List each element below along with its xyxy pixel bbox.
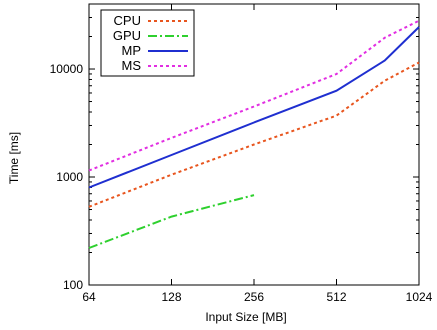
legend-label-cpu: CPU — [114, 13, 141, 28]
series-lines — [88, 19, 420, 249]
x-axis-label: Input Size [MB] — [205, 310, 286, 324]
x-tick-label: 1024 — [406, 290, 433, 304]
series-line-ms — [88, 19, 420, 172]
legend-label-mp: MP — [122, 43, 142, 58]
x-tick-label: 64 — [82, 290, 96, 304]
y-axis: 100 1000 10000 — [50, 3, 419, 292]
x-tick-label: 256 — [244, 290, 264, 304]
y-tick-label: 1000 — [56, 170, 83, 184]
x-axis: 64 128 256 512 1024 — [82, 4, 433, 304]
series-line-gpu — [88, 194, 255, 249]
legend-label-ms: MS — [122, 58, 142, 73]
x-tick-label: 512 — [326, 290, 346, 304]
legend-label-gpu: GPU — [113, 28, 141, 43]
series-line-mp — [88, 26, 420, 189]
series-line-cpu — [88, 61, 420, 208]
y-tick-label: 100 — [63, 278, 83, 292]
y-tick-label: 10000 — [50, 62, 84, 76]
x-tick-label: 128 — [161, 290, 181, 304]
y-axis-label: Time [ms] — [7, 132, 21, 184]
